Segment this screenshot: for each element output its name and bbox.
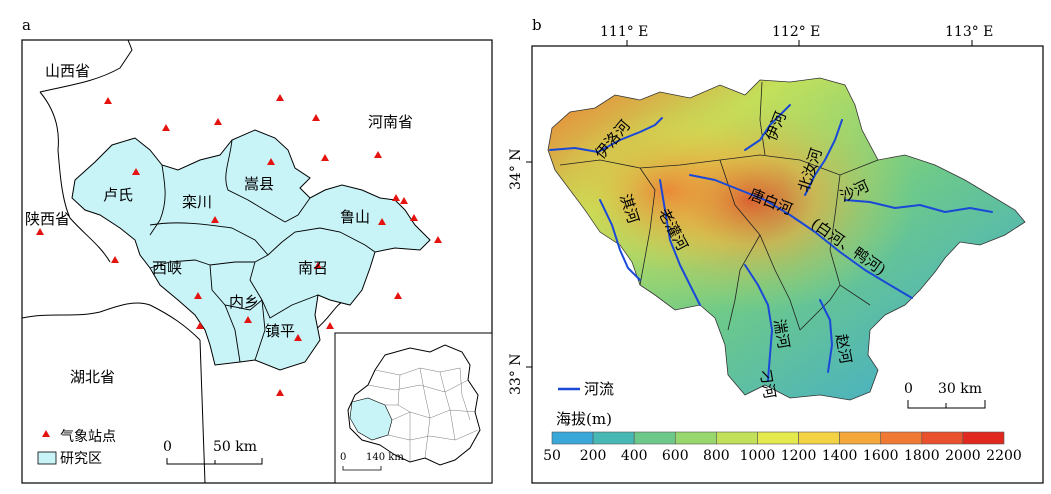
colorbar-tick-label: 800: [703, 448, 730, 464]
inset-scale-value: 140 km: [366, 452, 404, 463]
colorbar-tick-label: 200: [580, 448, 607, 464]
colorbar-class: [798, 431, 840, 445]
inset-scale-zero: 0: [340, 452, 346, 463]
colorbar-tick-label: 50: [543, 448, 561, 464]
lat-tick-33: 33° N: [508, 353, 524, 395]
province-boundaries: [21, 39, 346, 484]
legend-river-label: 河流: [584, 380, 614, 398]
colorbar-tick-label: 2200: [986, 448, 1022, 464]
panel-b-label: b: [532, 16, 542, 34]
colorbar-tick-label: 1400: [822, 448, 858, 464]
colorbar-class: [962, 431, 1005, 445]
colorbar-class: [551, 431, 594, 445]
colorbar-class: [674, 431, 717, 445]
label-xixia: 西峡: [152, 259, 182, 277]
label-shanxi: 山西省: [45, 62, 90, 80]
colorbar-class: [633, 431, 676, 445]
legend-study-area-label: 研究区: [60, 451, 102, 467]
study-area: [71, 129, 431, 371]
label-nanzhao: 南召: [298, 259, 328, 277]
label-songxian: 嵩县: [244, 175, 274, 193]
label-lushi: 卢氏: [103, 186, 133, 204]
colorbar-class: [757, 431, 799, 445]
sub-basin-boundaries: [559, 81, 879, 331]
river-dan: [599, 199, 641, 281]
panel-b: b 111° E 112° E 113° E 34° N 33° N: [508, 16, 1044, 484]
lon-tick-112: 112° E: [772, 24, 820, 40]
panel-b-scale-bar: 0 30 km: [904, 381, 986, 409]
colorbar-tick-label: 1600: [863, 448, 899, 464]
lat-tick-34: 34° N: [508, 148, 524, 190]
inset-counties: [367, 367, 479, 462]
colorbar-tick-label: 600: [662, 448, 689, 464]
label-luanchuan: 栾川: [182, 193, 212, 211]
label-zhao: 赵河: [832, 333, 855, 366]
river-beiru: [804, 119, 843, 196]
colorbar-tick-label: 1800: [904, 448, 940, 464]
scale-zero: 0: [163, 439, 172, 455]
b-scale-zero: 0: [904, 381, 913, 397]
rivers: [549, 104, 993, 381]
label-lushan: 鲁山: [340, 208, 370, 226]
panel-a: a: [21, 16, 493, 484]
label-shaanxi: 陕西省: [25, 210, 70, 228]
label-zhenping: 镇平: [265, 322, 295, 340]
label-diao: 刁河: [756, 368, 779, 401]
inset-map: 0 140 km: [334, 332, 493, 484]
colorbar-tick-label: 400: [621, 448, 648, 464]
basin-high-relief-west: [548, 78, 1025, 400]
label-henan: 河南省: [368, 113, 413, 131]
study-area-swatch: [37, 451, 57, 465]
colorbar-tick-label: 2000: [945, 448, 981, 464]
river-tuan: [744, 264, 773, 381]
colorbar-class: [880, 431, 923, 445]
river-zhao: [819, 299, 833, 373]
panel-a-scale-bar: 0 50 km: [163, 439, 263, 465]
lon-tick-111: 111° E: [600, 24, 648, 40]
river-yi: [744, 104, 791, 151]
elevation-ticks: 50 200 400 600 800 1000 1200 1400 1600 1800 2000 22…: [543, 448, 1022, 464]
county-boundaries: [149, 139, 376, 363]
elevation-colorbar: [551, 431, 1005, 445]
river-laoguan: [659, 179, 701, 306]
lon-tick-113: 113° E: [945, 24, 993, 40]
panel-a-legend: 气象站点 研究区: [37, 429, 116, 467]
colorbar-class: [716, 431, 758, 445]
colorbar-tick-label: 1200: [781, 448, 817, 464]
river-yiluo: [549, 117, 663, 153]
b-scale-value: 30 km: [938, 381, 982, 397]
river-sha: [844, 199, 993, 213]
scale-value: 50 km: [213, 439, 257, 455]
legend-station-label: 气象站点: [60, 429, 116, 445]
colorbar-tick-label: 1000: [740, 448, 776, 464]
colorbar-class: [839, 431, 882, 445]
label-tuan: 湍河: [770, 318, 793, 351]
graticule-ticks: [526, 40, 973, 368]
label-hubei: 湖北省: [70, 368, 115, 386]
label-neixiang: 内乡: [229, 293, 259, 311]
river-tangbai: [689, 174, 913, 299]
station-symbol: [42, 430, 50, 437]
weather-stations: [36, 94, 442, 396]
colorbar-class: [592, 431, 635, 445]
elevation-title: 海拔(m): [556, 410, 612, 428]
colorbar-class: [921, 431, 964, 445]
panel-a-label: a: [22, 16, 31, 34]
